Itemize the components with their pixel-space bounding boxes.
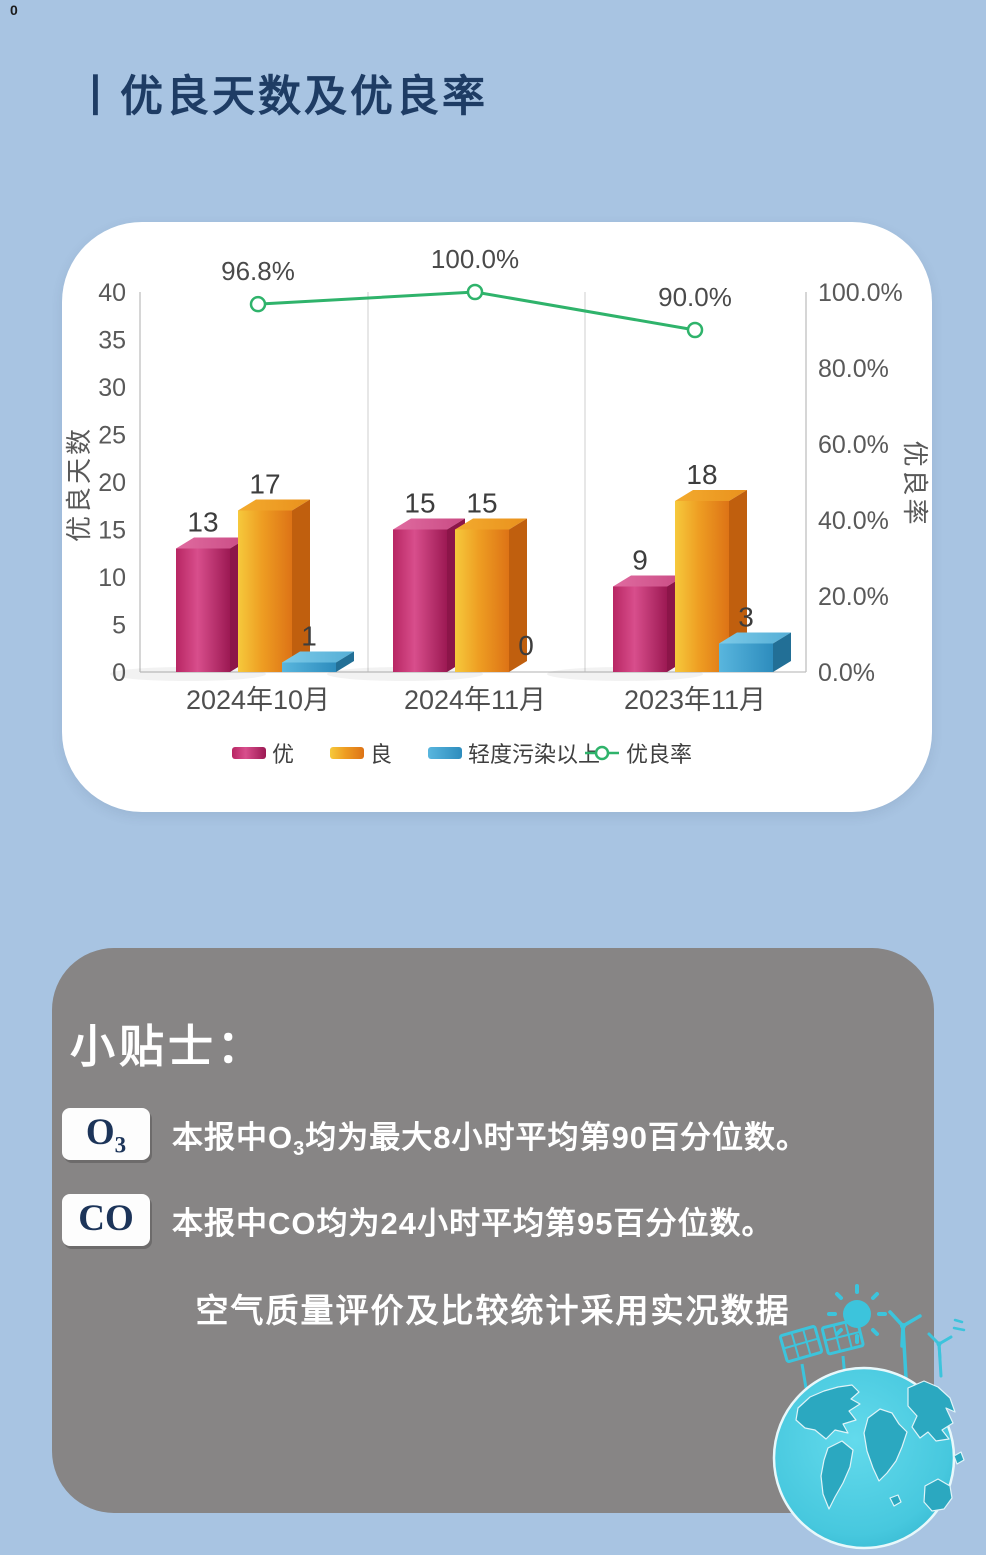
tips-footer-note: 空气质量评价及比较统计采用实况数据: [195, 1292, 791, 1329]
o3-text-prefix: 本报中O: [172, 1119, 294, 1155]
earth-illustration: [740, 1280, 986, 1550]
rate-marker: [249, 295, 267, 313]
svg-text:良: 良: [370, 742, 392, 767]
o3-text-sub: 3: [293, 1137, 306, 1160]
tips-heading: 小贴士：: [70, 1021, 267, 1072]
left-axis-tick: 0: [112, 659, 126, 687]
chart-card: 05101520253035400.0%20.0%40.0%60.0%80.0%…: [62, 222, 932, 812]
bar-value-label: 13: [187, 507, 218, 538]
bar-value-label: 1: [301, 621, 317, 652]
bar-value-label: 17: [249, 469, 280, 500]
tip-row-o3: O3 本报中O3均为最大8小时平均第90百分位数。: [62, 1108, 808, 1160]
svg-text:优: 优: [272, 742, 294, 767]
right-axis-tick: 40.0%: [818, 507, 889, 535]
right-axis-tick: 60.0%: [818, 431, 889, 459]
combo-chart: 05101520253035400.0%20.0%40.0%60.0%80.0%…: [64, 244, 930, 767]
category-label: 2024年10月: [186, 685, 330, 715]
tips-panel: 小贴士： O3 本报中O3均为最大8小时平均第90百分位数。 CO 本报中CO均…: [52, 948, 934, 1513]
bar-value-label: 9: [632, 545, 648, 576]
tip-row-co: CO 本报中CO均为24小时平均第95百分位数。: [62, 1194, 773, 1246]
solar-panel-icon: [778, 1318, 865, 1389]
left-axis-tick: 5: [112, 612, 126, 640]
right-axis-tick: 20.0%: [818, 583, 889, 611]
bar: [455, 518, 527, 672]
rate-label: 90.0%: [658, 282, 732, 312]
co-text-prefix: 本报中CO均为24小时平均第95百分位数。: [172, 1205, 774, 1241]
left-axis-tick: 20: [98, 469, 126, 497]
category-label: 2023年11月: [624, 685, 766, 715]
left-axis-title: 优良天数: [64, 426, 94, 542]
legend-item: 轻度污染以上: [428, 742, 600, 767]
o3-text-suffix: 均为最大8小时平均第90百分位数。: [305, 1119, 808, 1155]
right-axis-tick: 100.0%: [818, 279, 903, 307]
left-axis-tick: 15: [98, 517, 126, 545]
left-axis-tick: 40: [98, 279, 126, 307]
left-axis-tick: 35: [98, 327, 126, 355]
o3-badge-main: O: [85, 1112, 115, 1153]
bar: [238, 499, 310, 672]
right-axis-title: 优良率: [900, 440, 930, 527]
bar-value-label: 3: [738, 602, 754, 633]
o3-tip-text: 本报中O3均为最大8小时平均第90百分位数。: [172, 1112, 808, 1160]
legend-item: 良: [330, 742, 392, 767]
left-axis-tick: 25: [98, 422, 126, 450]
co-tip-text: 本报中CO均为24小时平均第95百分位数。: [172, 1198, 773, 1243]
svg-text:轻度污染以上: 轻度污染以上: [468, 742, 600, 767]
o3-badge-sub: 3: [114, 1132, 127, 1158]
corner-mark: 0: [10, 2, 18, 18]
bar-value-label: 18: [686, 459, 717, 490]
left-axis-tick: 30: [98, 374, 126, 402]
rate-label: 100.0%: [431, 244, 519, 274]
left-axis-tick: 10: [98, 564, 126, 592]
bar: [282, 651, 354, 672]
co-badge: CO: [62, 1194, 150, 1246]
bar-value-label: 15: [404, 488, 435, 519]
right-axis-tick: 0.0%: [818, 659, 875, 687]
bar-value-label: 0: [518, 630, 534, 661]
rate-label: 96.8%: [221, 256, 295, 286]
bar: [719, 632, 791, 672]
globe-icon: [772, 1366, 965, 1550]
co-badge-main: CO: [78, 1198, 134, 1239]
rate-marker: [466, 283, 484, 301]
legend-item: 优: [232, 742, 294, 767]
bar: [393, 518, 465, 672]
o3-badge: O3: [62, 1108, 150, 1160]
svg-text:优良率: 优良率: [626, 742, 692, 767]
page-title: 丨优良天数及优良率: [74, 73, 488, 121]
rate-marker: [686, 321, 704, 339]
legend-item: 优良率: [585, 742, 692, 767]
wind-turbine-icon: [888, 1310, 966, 1380]
bar: [613, 575, 685, 672]
bar-value-label: 15: [466, 488, 497, 519]
category-label: 2024年11月: [404, 685, 546, 715]
bar: [176, 537, 248, 672]
right-axis-tick: 80.0%: [818, 355, 889, 383]
